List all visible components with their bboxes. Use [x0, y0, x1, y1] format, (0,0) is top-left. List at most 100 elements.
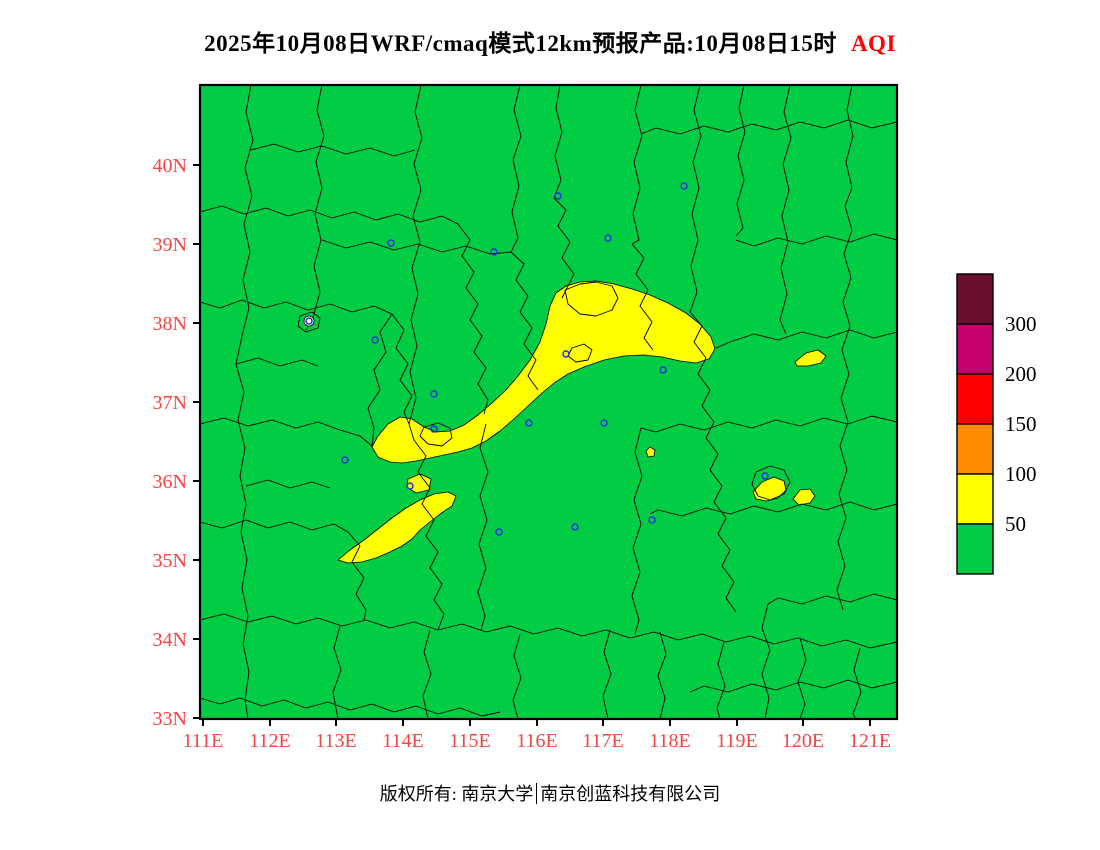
colorbar-value-label: 300: [1005, 312, 1037, 336]
boundary-line: [836, 205, 853, 611]
boundary-line: [640, 415, 897, 433]
boundary-line: [716, 641, 726, 719]
lon-tick-label: 120E: [782, 730, 824, 752]
boundary-line: [767, 593, 897, 605]
longitude-axis: 111E 112E 113E 114E 115E 116E 117E 118E 119E 120E…: [183, 719, 891, 752]
boundary-line: [510, 251, 539, 391]
boundary-line: [200, 697, 501, 717]
boundary-line: [631, 427, 643, 635]
boundary-line: [602, 629, 612, 719]
boundary-line: [689, 311, 737, 613]
colorbar-cell: [956, 523, 994, 575]
latitude-axis: 40N 39N 38N 37N 36N 35N 34N 33N: [153, 155, 200, 730]
page-title: 2025年10月08日WRF/cmaq模式12km预报产品:10月08日15时 A…: [0, 24, 1100, 58]
boundary-line: [297, 311, 321, 333]
city-marker: [371, 336, 379, 344]
boundary-line: [761, 603, 771, 719]
city-marker: [387, 239, 395, 247]
boundary-line: [640, 119, 897, 135]
city-marker: [341, 456, 349, 464]
aqi-moderate-region: [645, 446, 656, 458]
copyright-divider: [536, 783, 538, 804]
city-marker: [490, 248, 498, 256]
lon-tick-label: 118E: [649, 730, 690, 752]
boundary-line: [200, 205, 459, 225]
boundary-line: [735, 85, 746, 237]
boundary-line: [391, 313, 413, 425]
city-marker: [554, 192, 562, 200]
boundary-line: [510, 85, 522, 253]
city-marker: [495, 528, 503, 536]
boundary-line: [477, 423, 489, 631]
boundary-line: [419, 422, 453, 447]
boundary-line: [631, 243, 654, 351]
aqi-moderate-region: [794, 349, 827, 367]
city-marker: [305, 317, 313, 325]
boundary-line: [422, 629, 432, 719]
boundary-line: [200, 613, 897, 649]
city-marker: [604, 234, 612, 242]
boundary-line: [553, 85, 563, 199]
lon-tick-label: 114E: [382, 730, 423, 752]
boundary-line: [689, 679, 897, 693]
boundary-line: [245, 479, 331, 489]
boundary-line: [715, 329, 897, 349]
title-text: 2025年10月08日WRF/cmaq模式12km预报产品:10月08日15时: [204, 31, 837, 56]
boundary-line: [332, 625, 342, 719]
boundary-line: [457, 223, 489, 415]
copyright-owner: 版权所有: 南京大学: [379, 784, 534, 804]
boundary-line: [553, 197, 575, 299]
colorbar-cell: [956, 323, 994, 375]
boundary-line: [200, 417, 373, 447]
boundary-line: [852, 647, 862, 719]
city-marker: [430, 425, 438, 433]
boundary-line: [631, 85, 643, 245]
lat-tick-label: 38N: [153, 313, 187, 335]
colorbar-cell: [956, 423, 994, 475]
lat-tick-label: 35N: [153, 550, 187, 572]
boundary-line: [564, 281, 619, 317]
lat-tick-label: 33N: [153, 708, 187, 730]
boundary-line: [235, 357, 319, 367]
boundary-line: [751, 465, 791, 501]
copyright-company: 南京创蓝科技有限公司: [540, 784, 721, 804]
boundary-line: [321, 239, 512, 255]
city-marker: [562, 350, 570, 358]
colorbar-cell: [956, 273, 994, 325]
boundary-line: [413, 439, 445, 631]
city-marker: [761, 472, 769, 480]
boundary-line: [408, 85, 423, 441]
city-marker: [648, 516, 656, 524]
lon-tick-label: 111E: [183, 730, 224, 752]
boundary-line: [657, 631, 667, 719]
boundary-line: [844, 85, 854, 207]
colorbar-value-label: 50: [1005, 512, 1026, 536]
lat-tick-label: 36N: [153, 471, 187, 493]
lon-tick-label: 117E: [582, 730, 623, 752]
colorbar-value-label: 100: [1005, 462, 1037, 486]
lat-tick-label: 37N: [153, 392, 187, 414]
city-marker: [525, 419, 533, 427]
lat-tick-label: 34N: [153, 629, 187, 651]
colorbar-cell: [956, 373, 994, 425]
city-marker: [430, 390, 438, 398]
boundary-line: [367, 313, 393, 447]
map-layers: [200, 85, 897, 719]
boundary-line: [779, 85, 792, 335]
boundary-line: [305, 85, 325, 331]
boundary-line: [689, 85, 702, 313]
title-variable: AQI: [850, 31, 896, 56]
city-marker: [680, 182, 688, 190]
city-marker: [659, 366, 667, 374]
city-marker: [571, 523, 579, 531]
copyright-line: 版权所有: 南京大学 南京创蓝科技有限公司: [0, 780, 1100, 806]
boundary-line: [250, 143, 416, 157]
boundary-line: [347, 531, 367, 621]
boundary-line: [735, 233, 897, 247]
city-marker: [406, 482, 414, 490]
colorbar-cell: [956, 473, 994, 525]
lon-tick-label: 121E: [849, 730, 891, 752]
aqi-colorbar: 300 200 150 100 50: [956, 273, 1037, 575]
